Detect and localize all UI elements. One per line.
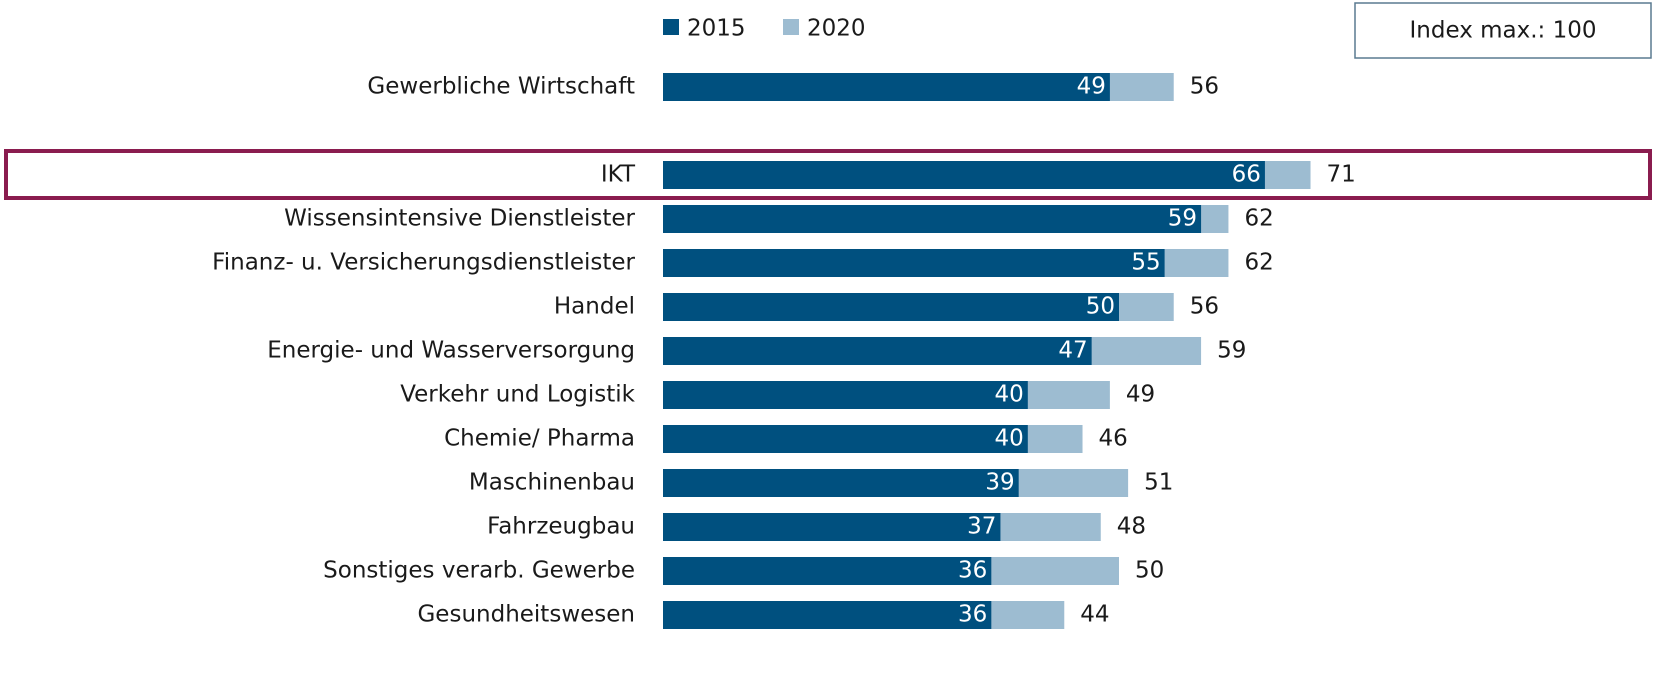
value-label: 36: [958, 602, 987, 628]
category-label: Finanz- u. Versicherungsdienstleister: [212, 250, 635, 276]
annotation: Index max.: 100: [1409, 18, 1596, 44]
category-label: Fahrzeugbau: [487, 514, 635, 540]
bar: [663, 513, 1001, 541]
value-label: 56: [1190, 294, 1219, 320]
highlight-box: [4, 149, 1652, 200]
value-label: 39: [985, 470, 1014, 496]
bar: [663, 469, 1019, 497]
bar: [663, 425, 1028, 453]
value-label: 50: [1135, 558, 1164, 584]
value-label: 62: [1244, 206, 1273, 232]
value-label: 37: [967, 514, 996, 540]
value-label: 59: [1217, 338, 1246, 364]
category-label: Maschinenbau: [469, 470, 635, 496]
value-label: 49: [1126, 382, 1155, 408]
category-label: Energie- und Wasserversorgung: [267, 338, 635, 364]
bar: [663, 205, 1202, 233]
value-label: 47: [1058, 338, 1087, 364]
value-label: 36: [958, 558, 987, 584]
value-label: 55: [1131, 250, 1160, 276]
legend-label: 2015: [687, 16, 746, 42]
value-label: 56: [1190, 74, 1219, 100]
category-label: Handel: [554, 294, 635, 320]
bar: [663, 161, 1265, 189]
category-label: Gewerbliche Wirtschaft: [367, 74, 635, 100]
value-label: 48: [1117, 514, 1146, 540]
category-label: Verkehr und Logistik: [400, 382, 635, 408]
value-label: 44: [1080, 602, 1109, 628]
bar: [663, 249, 1165, 277]
bar: [663, 557, 992, 585]
value-label: 66: [1232, 162, 1261, 188]
value-label: 40: [995, 382, 1024, 408]
bar: [663, 601, 992, 629]
legend-label: 2020: [807, 16, 866, 42]
bar: [663, 73, 1110, 101]
category-label: IKT: [601, 162, 636, 188]
value-label: 50: [1086, 294, 1115, 320]
value-label: 40: [995, 426, 1024, 452]
category-label: Gesundheitswesen: [417, 602, 635, 628]
legend-swatch: [783, 19, 799, 35]
bar: [663, 337, 1092, 365]
category-label: Chemie/ Pharma: [444, 426, 635, 452]
value-label: 62: [1244, 250, 1273, 276]
bar: [663, 381, 1028, 409]
value-label: 71: [1327, 162, 1356, 188]
annotation-box: [1354, 2, 1652, 59]
legend-swatch: [663, 19, 679, 35]
value-label: 59: [1168, 206, 1197, 232]
category-label: Wissensintensive Dienstleister: [284, 206, 635, 232]
category-label: Sonstiges verarb. Gewerbe: [323, 558, 635, 584]
value-label: 51: [1144, 470, 1173, 496]
value-label: 49: [1077, 74, 1106, 100]
value-label: 46: [1099, 426, 1128, 452]
bar: [663, 293, 1119, 321]
